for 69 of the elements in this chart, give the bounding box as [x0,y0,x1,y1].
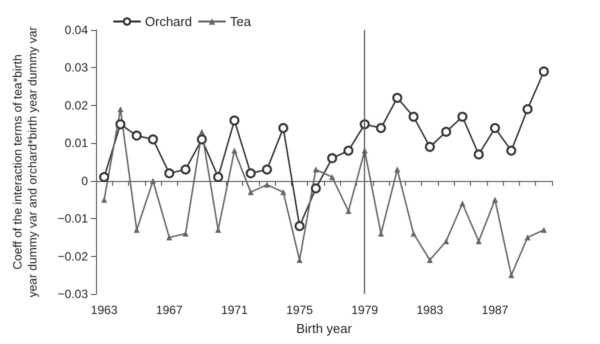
point [408,112,419,122]
x-tick-label: 1967 [156,303,183,317]
point [278,123,288,134]
legend-label: Tea [230,14,252,29]
point [196,134,207,144]
y-axis-title: Coeff of the interaction terms of tea*birth year dummy var and orchard*birth year dummy var [10,26,40,298]
point [262,164,272,175]
point [327,153,338,164]
point [150,178,156,184]
point [310,183,321,194]
x-tick-label: 1971 [221,303,248,317]
point [522,104,533,114]
x-axis-title: Birth year [296,321,352,336]
point [229,116,240,126]
point [280,189,286,196]
y-tick-label: 0.02 [64,98,88,112]
x-tick-label: 1963 [90,303,118,317]
point [410,230,417,237]
point [457,112,468,122]
point [180,164,191,175]
y-tick-label: 0.04 [64,23,88,37]
point [345,208,352,214]
point [198,128,205,135]
point [294,221,305,232]
y-tick-label: 0 [81,174,88,188]
point [392,92,402,103]
point [117,106,124,112]
point [459,200,466,206]
x-tick-label: 1987 [482,303,509,317]
point [343,146,354,156]
point [474,149,484,160]
point [329,174,336,180]
point [246,168,256,178]
point [426,257,433,264]
point [101,196,108,203]
y-tick-label: −0.01 [58,212,88,226]
point [99,172,110,182]
point [376,123,386,134]
point [182,230,189,237]
point [443,238,450,244]
point [166,234,172,240]
x-tick-label: 1983 [416,303,444,317]
legend-label: Orchard [145,14,192,29]
y-tick-label: −0.02 [58,249,88,264]
point [132,130,142,141]
point [476,238,482,244]
point [394,166,400,173]
point [264,182,270,188]
point [213,172,224,182]
point [540,226,547,233]
point [441,126,452,137]
x-tick-label: 1975 [286,303,314,317]
point [490,123,500,134]
point [524,234,531,240]
point [424,142,435,152]
point [231,148,238,154]
point [248,189,254,196]
point [506,146,516,156]
point [538,66,549,76]
point [148,134,158,144]
y-tick-label: −0.03 [58,287,88,301]
point [164,168,174,178]
point [115,119,126,130]
point [492,196,498,203]
point [312,166,319,173]
y-tick-label: 0.03 [64,60,88,75]
x-tick-label: 1979 [351,303,378,317]
point [508,272,514,278]
y-tick-label: 0.01 [64,136,88,150]
